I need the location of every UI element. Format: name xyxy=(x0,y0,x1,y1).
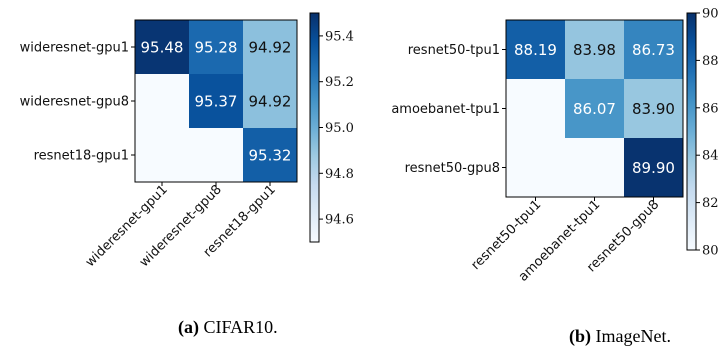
y-tick-label: amoebanet-tpu1 xyxy=(391,102,500,117)
heatmap-cell-empty xyxy=(565,138,624,197)
heatmap-cell xyxy=(624,20,683,79)
heatmap-cell xyxy=(565,20,624,79)
heatmap-cell-empty xyxy=(135,128,189,182)
heatmap-cell-empty xyxy=(506,138,565,197)
cell-value-label: 95.37 xyxy=(195,93,238,111)
cell-value-label: 95.32 xyxy=(249,147,292,165)
heatmap-cell-empty xyxy=(506,79,565,138)
heatmap-cell xyxy=(243,74,297,128)
cell-value-label: 88.19 xyxy=(514,41,557,59)
heatmap-cell xyxy=(243,20,297,74)
y-tick-label: wideresnet-gpu8 xyxy=(20,95,129,110)
heatmap-imagenet: 88.19 83.98 86.73 86.07 83.90 89.90 resnet50-t… xyxy=(391,7,718,348)
subfigure-caption: (a) CIFAR10. xyxy=(178,317,278,338)
colorbar-tick-label: 80 xyxy=(702,244,719,259)
subfigure-caption: (b) ImageNet. xyxy=(569,326,671,347)
caption-text: ImageNet. xyxy=(591,326,671,346)
heatmap-cell xyxy=(624,79,683,138)
heatmap-cell xyxy=(565,79,624,138)
y-tick-label: resnet50-gpu8 xyxy=(405,161,500,176)
colorbar-tick-label: 86 xyxy=(702,101,719,116)
cell-value-label: 95.28 xyxy=(195,39,238,57)
heatmap-cell xyxy=(506,20,565,79)
colorbar-tick-label: 90 xyxy=(702,7,719,22)
colorbar-tick-label: 94.6 xyxy=(325,213,354,228)
heatmap-cell xyxy=(189,20,243,74)
heatmap-cell xyxy=(243,128,297,182)
cell-value-label: 86.73 xyxy=(632,41,675,59)
cell-value-label: 83.90 xyxy=(632,100,675,118)
colorbar-tick-label: 88 xyxy=(702,54,719,69)
heatmap-cell-empty xyxy=(135,74,189,128)
heatmap-cifar10: 95.48 95.28 94.92 95.37 94.92 95.32 wideresnet… xyxy=(20,12,354,338)
colorbar-tick-label: 84 xyxy=(702,149,719,164)
colorbar-tick-label: 95.2 xyxy=(325,75,354,90)
caption-text: CIFAR10. xyxy=(199,317,278,337)
heatmap-cell xyxy=(135,20,189,74)
cell-value-label: 95.48 xyxy=(141,39,184,57)
heatmap-cell xyxy=(624,138,683,197)
caption-label: (a) xyxy=(178,317,199,338)
y-tick-label: wideresnet-gpu1 xyxy=(20,41,129,56)
colorbar-tick-label: 94.8 xyxy=(325,167,354,182)
cell-value-label: 83.98 xyxy=(573,41,616,59)
colorbar xyxy=(309,12,320,243)
cell-value-label: 89.90 xyxy=(632,159,675,177)
heatmap-cell xyxy=(189,74,243,128)
cell-value-label: 86.07 xyxy=(573,100,616,118)
colorbar xyxy=(686,12,697,251)
heatmap-cell-empty xyxy=(189,128,243,182)
cell-value-label: 94.92 xyxy=(249,93,292,111)
caption-label: (b) xyxy=(569,326,591,347)
y-tick-label: resnet18-gpu1 xyxy=(34,149,129,164)
colorbar-tick-label: 95.0 xyxy=(325,121,354,136)
colorbar-tick-label: 95.4 xyxy=(325,29,354,44)
colorbar-tick-label: 82 xyxy=(702,196,719,211)
y-tick-label: resnet50-tpu1 xyxy=(408,43,500,58)
cell-value-label: 94.92 xyxy=(249,39,292,57)
